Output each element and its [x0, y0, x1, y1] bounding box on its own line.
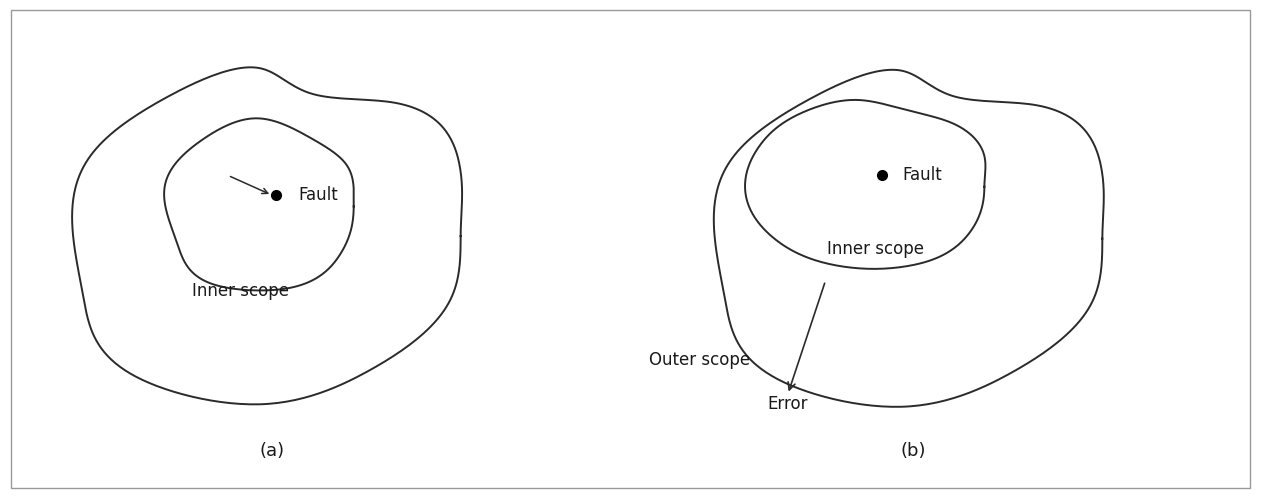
Text: (b): (b) — [900, 442, 927, 460]
Text: Fault: Fault — [903, 166, 942, 184]
Text: (a): (a) — [260, 442, 285, 460]
Text: Error: Error — [768, 395, 808, 413]
Text: Outer scope: Outer scope — [649, 351, 750, 369]
Text: Inner scope: Inner scope — [827, 240, 924, 257]
Text: Fault: Fault — [299, 186, 338, 204]
Text: Inner scope: Inner scope — [192, 281, 289, 300]
